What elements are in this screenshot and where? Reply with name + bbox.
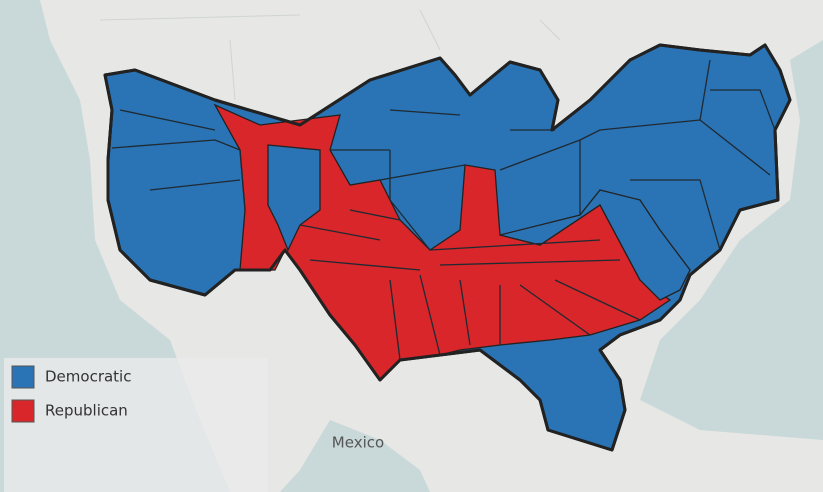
legend-swatch (11, 365, 35, 389)
place-label: Mexico (332, 434, 384, 452)
democratic-region (267, 144, 321, 252)
country-outline (103, 43, 792, 452)
legend-label: Democratic (45, 368, 131, 386)
legend-box (4, 358, 268, 492)
background-border (99, 9, 561, 101)
legend: Democratic Republican (11, 365, 131, 423)
democratic-region (499, 189, 691, 301)
legend-label: Republican (45, 402, 128, 420)
legend-swatch (11, 399, 35, 423)
